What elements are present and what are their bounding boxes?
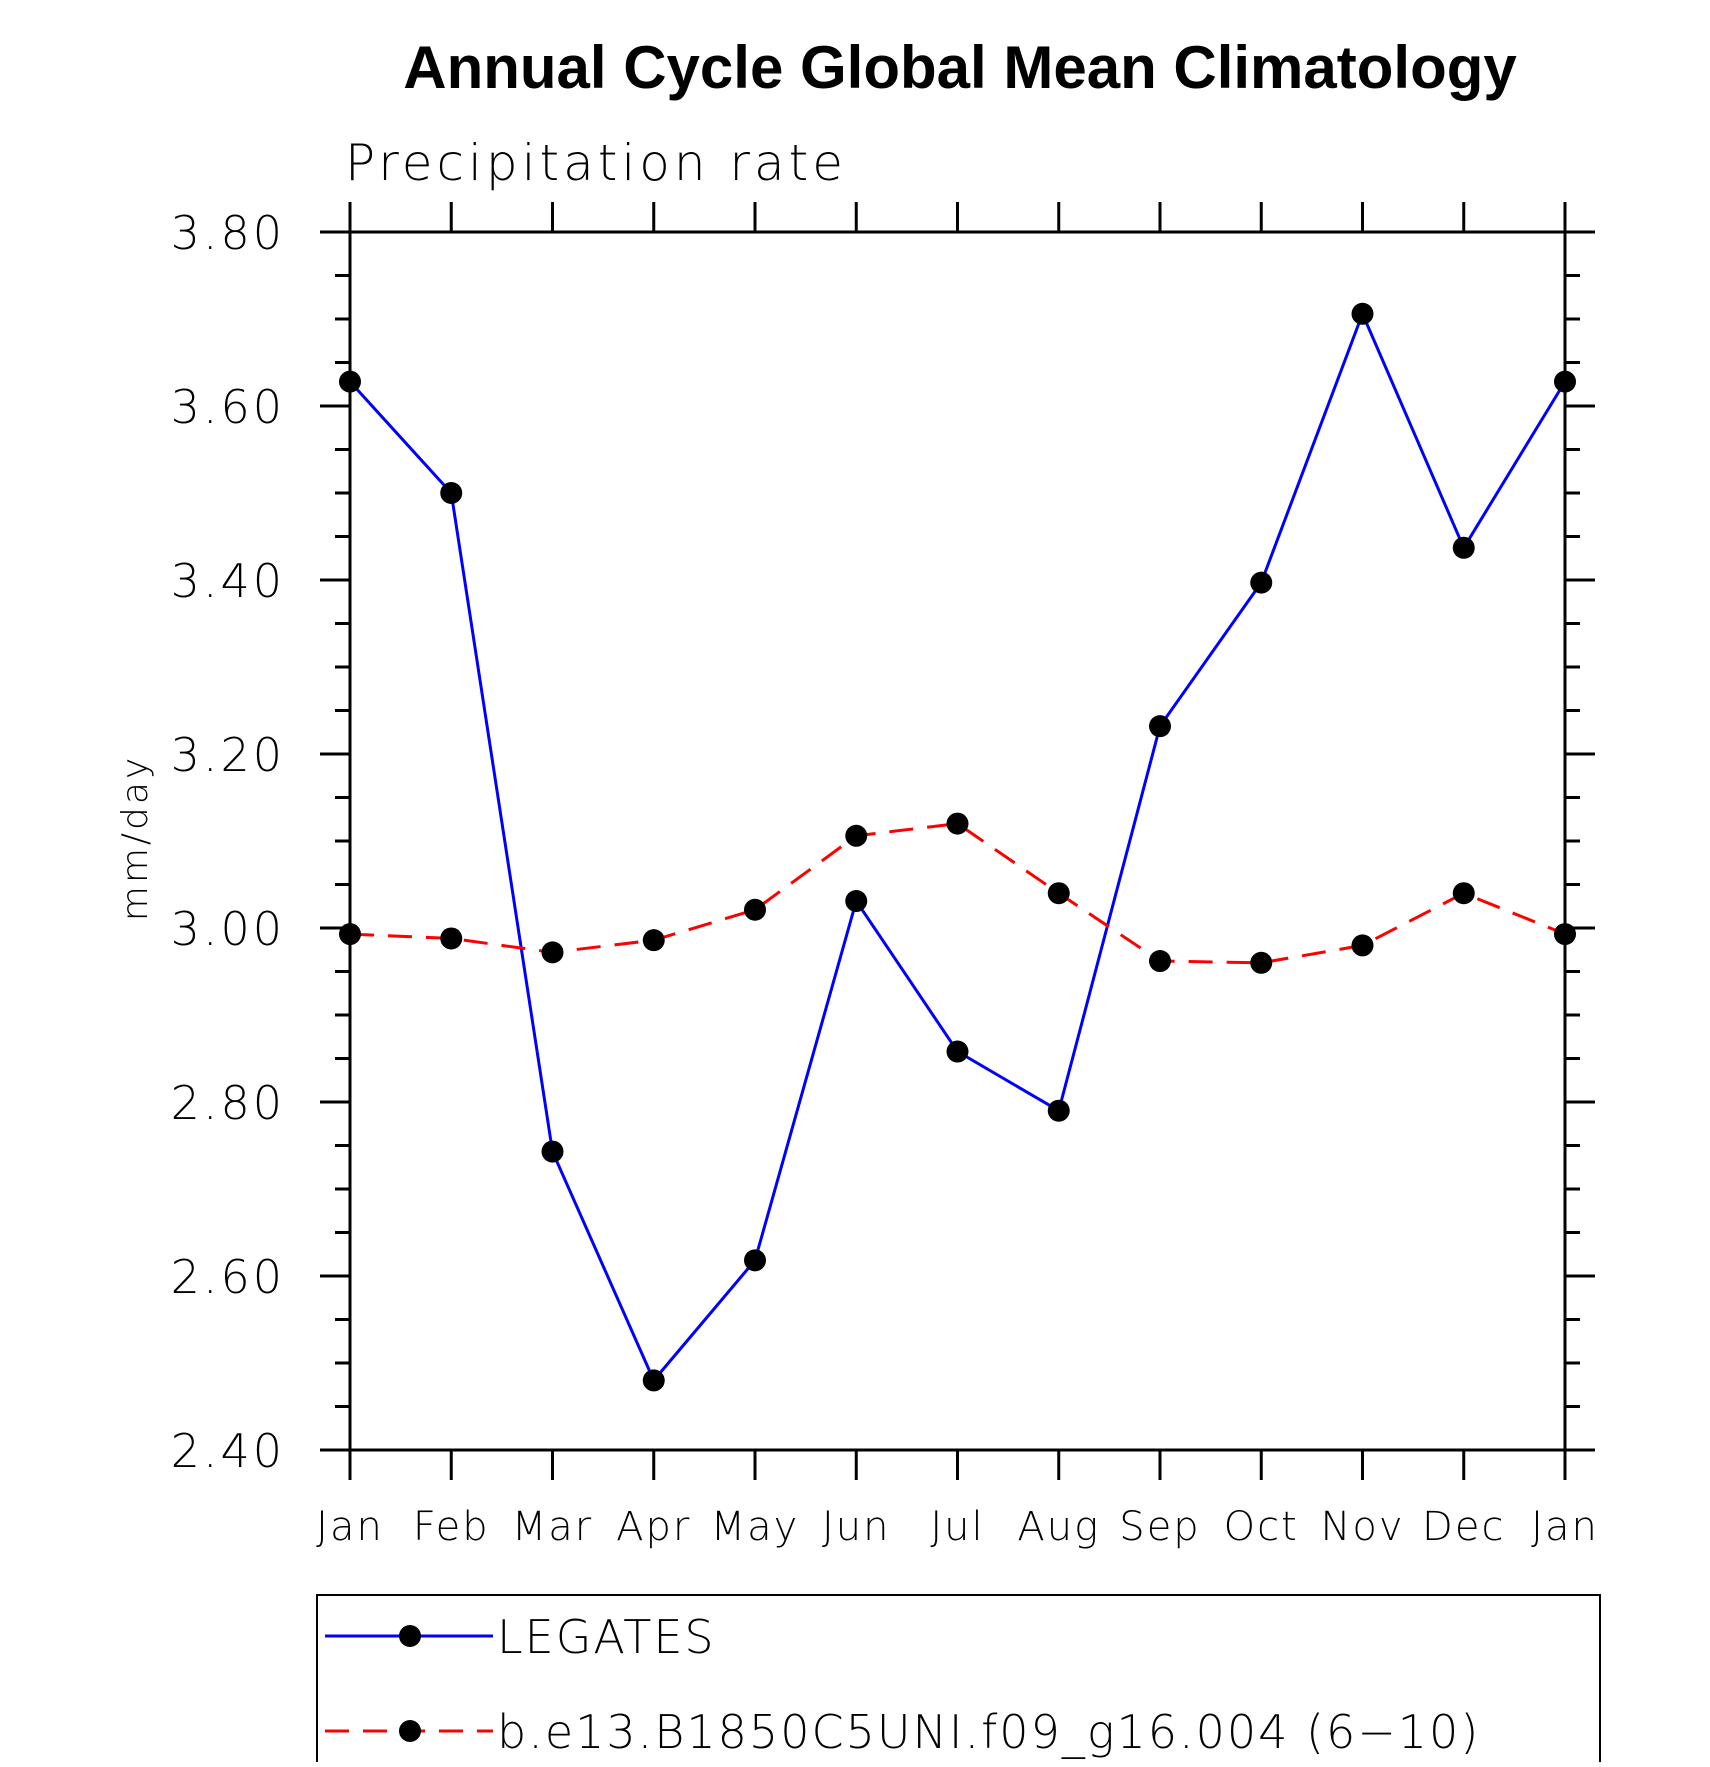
y-tick-label: 3.80 (171, 206, 285, 260)
y-tick-label: 3.00 (171, 902, 285, 956)
data-point-series-2 (1250, 951, 1273, 974)
x-tick-label: Aug (1017, 1504, 1100, 1550)
data-point-series-1 (1250, 571, 1273, 594)
legend-marker-2 (399, 1720, 421, 1742)
data-point-series-2 (440, 927, 463, 950)
x-tick-label: Jan (1531, 1504, 1599, 1550)
data-point-series-1 (440, 482, 463, 504)
data-point-series-2 (946, 812, 969, 835)
data-point-series-2 (744, 898, 766, 921)
x-tick-label: Sep (1119, 1504, 1200, 1550)
data-point-series-2 (642, 929, 665, 952)
x-tick-label: Nov (1320, 1504, 1404, 1550)
y-tick-label: 3.40 (171, 554, 285, 608)
legend-label-2: b.e13.B1850C5UNI.f09_g16.004 (6−10) (497, 1705, 1480, 1759)
data-point-series-1 (1351, 302, 1374, 325)
y-tick-labels: 2.40 2.60 2.80 3.00 3.20 3.40 3.60 3.80 (171, 206, 285, 1478)
series-layer (339, 302, 1576, 1392)
legend-entries: LEGATES b.e13.B1850C5UNI.f09_g16.004 (6−1… (325, 1610, 1480, 1759)
plot-frame (348, 230, 1567, 1452)
chart-subtitle: Precipitation rate (345, 134, 847, 192)
y-tick-label: 3.20 (171, 728, 285, 782)
x-tick-label: Oct (1224, 1504, 1299, 1550)
legend-box (316, 1594, 1601, 1767)
chart-title: Annual Cycle Global Mean Climatology (403, 34, 1517, 101)
x-tick-label: Jul (930, 1504, 984, 1550)
y-tick-label: 3.60 (171, 380, 285, 434)
data-point-series-2 (845, 824, 868, 847)
x-tick-label: Apr (616, 1504, 691, 1550)
legend-label-1: LEGATES (497, 1610, 716, 1664)
x-tick-label: Dec (1422, 1504, 1505, 1550)
x-tick-label: May (711, 1504, 800, 1550)
data-point-series-1 (845, 890, 868, 913)
data-point-series-1 (1149, 715, 1171, 738)
data-point-series-2 (1351, 934, 1374, 957)
data-point-series-1 (541, 1140, 564, 1163)
data-point-series-1 (642, 1369, 665, 1392)
y-tick-label: 2.60 (171, 1250, 285, 1304)
data-point-series-1 (1047, 1099, 1070, 1122)
data-point-series-1 (744, 1249, 766, 1272)
series-line-2 (349, 822, 1566, 965)
axis-ticks (320, 202, 1595, 1480)
data-point-series-1 (1452, 536, 1475, 559)
x-tick-label: Feb (413, 1504, 490, 1550)
data-point-series-2 (1149, 950, 1171, 973)
y-tick-label: 2.40 (171, 1424, 285, 1478)
legend: LEGATES b.e13.B1850C5UNI.f09_g16.004 (6−1… (316, 1594, 1601, 1767)
x-tick-label: Mar (512, 1504, 593, 1550)
x-tick-label: Jan (316, 1504, 384, 1550)
series-line-1 (348, 309, 1567, 1384)
data-point-series-1 (946, 1040, 969, 1063)
x-tick-labels: Jan Feb Mar Apr May Jun Jul Aug Sep Oct Nov Dec Jan (316, 1504, 1599, 1550)
legend-marker-1 (399, 1625, 421, 1647)
data-point-series-2 (1452, 882, 1475, 905)
data-point-series-2 (541, 941, 564, 964)
y-tick-label: 2.80 (171, 1076, 285, 1130)
y-axis-label: mm/day (115, 755, 156, 921)
data-point-series-2 (1047, 882, 1070, 905)
x-tick-label: Jun (822, 1504, 891, 1550)
